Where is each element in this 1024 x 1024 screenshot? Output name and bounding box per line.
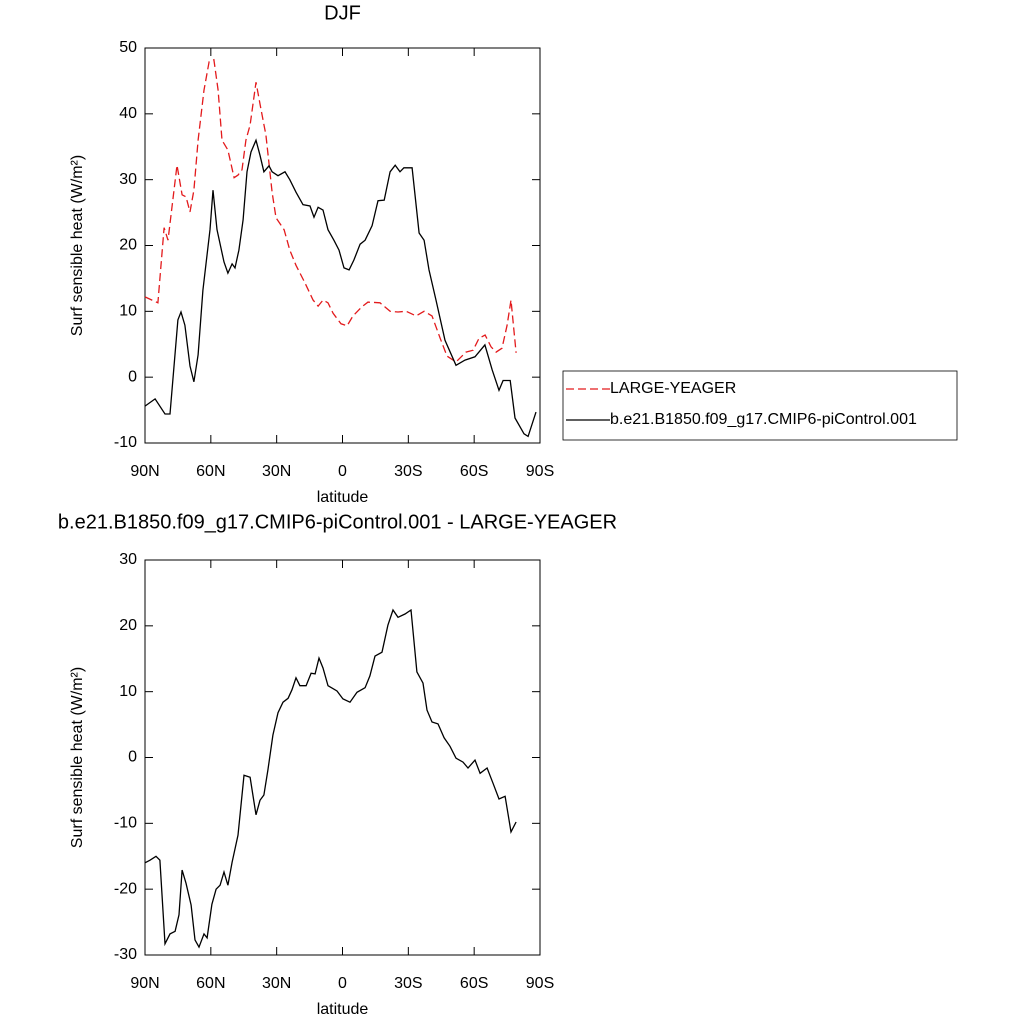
- x-tick-label: 60S: [460, 975, 488, 992]
- y-tick-label: 20: [119, 237, 137, 254]
- y-tick-label: 30: [119, 171, 137, 188]
- plot-frame: [144, 559, 541, 956]
- y-axis-label: Surf sensible heat (W/m²): [69, 155, 86, 336]
- y-tick-label: -10: [114, 434, 137, 451]
- legend-label: LARGE-YEAGER: [610, 380, 736, 397]
- plot-frame: [144, 47, 541, 444]
- legend-box: [562, 370, 958, 441]
- chart-title: b.e21.B1850.f09_g17.CMIP6-piControl.001 …: [58, 511, 617, 533]
- x-tick-label: 0: [338, 463, 347, 480]
- y-tick-label: 20: [119, 617, 137, 634]
- x-tick-label: 30S: [394, 463, 422, 480]
- y-tick-label: -20: [114, 880, 137, 897]
- y-tick-label: 0: [128, 368, 137, 385]
- y-tick-label: 30: [119, 551, 137, 568]
- x-tick-label: 60S: [460, 463, 488, 480]
- x-tick-label: 30N: [262, 975, 291, 992]
- y-tick-label: 10: [119, 303, 137, 320]
- data-line: [144, 608, 517, 949]
- x-tick-label: 90N: [130, 463, 159, 480]
- x-tick-label: 60N: [196, 975, 225, 992]
- y-tick-label: 0: [128, 749, 137, 766]
- y-tick-label: 40: [119, 105, 137, 122]
- x-tick-label: 30N: [262, 463, 291, 480]
- data-line: [144, 58, 517, 363]
- x-axis-label: latitude: [317, 1001, 369, 1018]
- x-tick-label: 90S: [526, 975, 554, 992]
- x-axis-label: latitude: [317, 489, 369, 506]
- chart-title: DJF: [324, 2, 361, 24]
- y-axis-label: Surf sensible heat (W/m²): [69, 667, 86, 848]
- y-tick-label: 10: [119, 683, 137, 700]
- data-line: [144, 138, 537, 438]
- x-tick-label: 0: [338, 975, 347, 992]
- x-tick-label: 90S: [526, 463, 554, 480]
- x-tick-label: 60N: [196, 463, 225, 480]
- y-tick-label: -30: [114, 946, 137, 963]
- y-tick-label: 50: [119, 39, 137, 56]
- y-tick-label: -10: [114, 815, 137, 832]
- x-tick-label: 30S: [394, 975, 422, 992]
- x-tick-label: 90N: [130, 975, 159, 992]
- legend-label: b.e21.B1850.f09_g17.CMIP6-piControl.001: [610, 411, 917, 428]
